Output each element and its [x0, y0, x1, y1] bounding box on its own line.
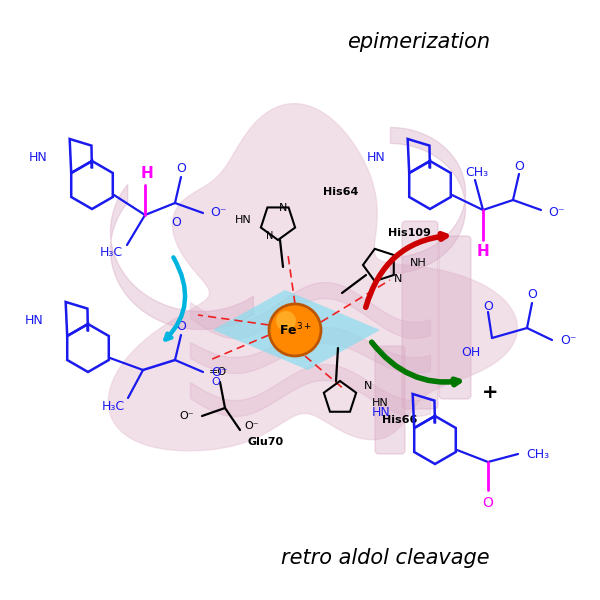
Text: H₃C: H₃C	[102, 400, 125, 413]
Polygon shape	[213, 290, 380, 370]
Text: O: O	[514, 160, 524, 173]
Text: epimerization: epimerization	[347, 32, 490, 52]
Text: HN: HN	[235, 215, 252, 225]
Text: H: H	[140, 166, 154, 181]
Text: HN: HN	[372, 398, 389, 408]
Text: Glu70: Glu70	[248, 437, 284, 447]
Text: N: N	[279, 203, 287, 213]
Text: CH₃: CH₃	[466, 166, 488, 179]
Text: His66: His66	[382, 415, 418, 425]
Text: OH: OH	[461, 346, 480, 358]
FancyBboxPatch shape	[402, 221, 438, 409]
Text: CH₃: CH₃	[526, 448, 549, 461]
Text: =O: =O	[209, 367, 227, 377]
Text: +: +	[482, 383, 498, 401]
Text: O⁻: O⁻	[548, 205, 565, 218]
Text: O: O	[211, 377, 220, 387]
FancyBboxPatch shape	[375, 346, 405, 454]
Text: O⁻: O⁻	[210, 206, 227, 220]
Circle shape	[269, 304, 321, 356]
Text: O: O	[527, 287, 537, 301]
Text: O⁻: O⁻	[179, 411, 194, 421]
Text: O⁻: O⁻	[211, 365, 227, 379]
Text: O⁻: O⁻	[560, 334, 577, 346]
Circle shape	[276, 311, 296, 331]
Text: NH: NH	[410, 258, 427, 268]
Text: O: O	[171, 217, 181, 229]
Text: O⁻: O⁻	[244, 421, 259, 431]
Polygon shape	[109, 104, 517, 451]
Text: retro aldol cleavage: retro aldol cleavage	[281, 548, 490, 568]
Text: O: O	[176, 319, 186, 332]
Text: N: N	[266, 231, 274, 241]
Text: HN: HN	[367, 151, 386, 164]
Text: HN: HN	[25, 314, 44, 327]
FancyBboxPatch shape	[439, 236, 471, 399]
Text: O: O	[483, 299, 493, 313]
Text: Fe$^{3+}$: Fe$^{3+}$	[278, 322, 311, 338]
Text: H₃C: H₃C	[100, 247, 123, 259]
Text: His109: His109	[388, 228, 431, 238]
Text: H: H	[476, 244, 490, 259]
Text: HN: HN	[29, 151, 48, 164]
Text: N: N	[364, 381, 372, 391]
Text: O: O	[482, 496, 493, 510]
Text: His64: His64	[323, 187, 358, 197]
Text: N: N	[394, 274, 402, 284]
Text: O: O	[176, 163, 186, 175]
Text: HN: HN	[372, 406, 391, 419]
